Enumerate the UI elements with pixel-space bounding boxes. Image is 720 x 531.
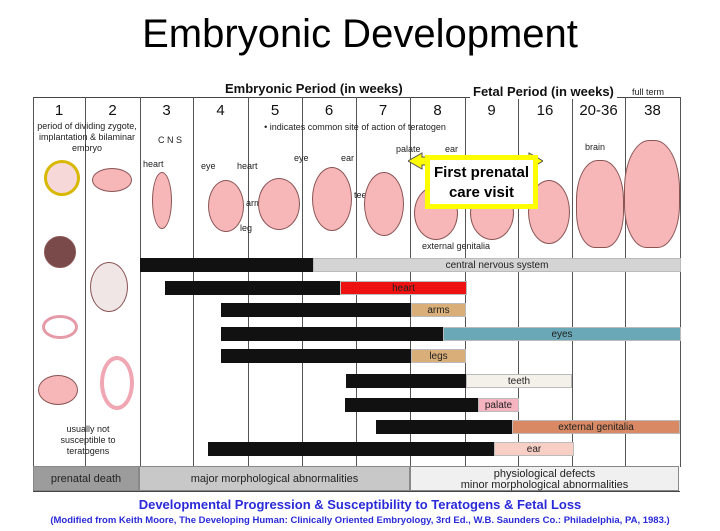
susceptibility-bar-external-genitalia: external genitalia <box>376 420 680 434</box>
week-label: 6 <box>324 102 334 119</box>
fetal-period-label: Fetal Period (in weeks) <box>470 84 617 99</box>
palate-label: palate <box>396 144 421 154</box>
embryonic-disc-illustration <box>100 356 134 410</box>
physiological-defects-band: physiological defects minor morphologica… <box>410 466 679 491</box>
column-divider <box>140 97 141 467</box>
susceptibility-bar-heart: heart <box>165 281 467 295</box>
first-prenatal-visit-callout: First prenatal care visit <box>425 155 538 209</box>
arms-label: arms <box>246 198 266 208</box>
week-label: 8 <box>433 102 442 119</box>
embryo-week-4 <box>208 180 244 232</box>
figure-caption: Developmental Progression & Susceptibili… <box>138 497 582 512</box>
cns-label: C N S <box>158 135 183 145</box>
week-label: 16 <box>536 102 554 119</box>
high-susceptibility-segment <box>221 327 443 341</box>
week-label: 9 <box>487 102 496 119</box>
dividing-note: period of dividing zygote, implantation … <box>37 121 137 153</box>
embryo-week-6 <box>312 167 352 231</box>
heart-label: heart <box>237 161 258 171</box>
susceptibility-bar-palate: palate <box>345 398 519 412</box>
implantation-illustration <box>42 315 78 339</box>
embryonic-period-label: Embryonic Period (in weeks) <box>222 81 406 96</box>
susceptibility-bar-eyes: eyes <box>221 327 681 341</box>
high-susceptibility-segment <box>346 374 466 388</box>
eye-label: eye <box>294 153 309 163</box>
high-susceptibility-segment <box>221 349 411 363</box>
not-susceptible-note: usually not susceptible to teratogens <box>60 424 116 456</box>
low-susceptibility-segment: legs <box>411 349 466 363</box>
fetus-week-38 <box>624 140 680 248</box>
susceptibility-bar-central-nervous-system: central nervous system <box>140 258 681 272</box>
fetus-week-20-36 <box>576 160 624 248</box>
column-divider <box>85 97 86 467</box>
week-label: 7 <box>378 102 388 119</box>
embryo-week-7 <box>364 172 404 236</box>
heart-label: heart <box>143 159 164 169</box>
high-susceptibility-segment <box>140 258 313 272</box>
embryo-week-3 <box>152 172 172 229</box>
low-susceptibility-segment: external genitalia <box>512 420 680 434</box>
bottom-line <box>33 491 680 492</box>
low-susceptibility-segment: heart <box>340 281 467 295</box>
embryo-week-5 <box>258 178 300 230</box>
morula-illustration <box>44 236 76 268</box>
column-divider <box>680 97 681 467</box>
susceptibility-bar-ear: ear <box>208 442 574 456</box>
low-susceptibility-segment: palate <box>478 398 519 412</box>
week-label: 1 <box>54 102 64 119</box>
week-label: 4 <box>216 102 225 119</box>
column-divider <box>572 97 573 467</box>
high-susceptibility-segment <box>345 398 478 412</box>
ear-label: ear <box>445 144 459 154</box>
figure-reference: (Modified from Keith Moore, The Developi… <box>50 515 670 526</box>
susceptibility-bar-legs: legs <box>221 349 466 363</box>
brain-label: brain <box>585 142 606 152</box>
blastocyst-illustration <box>90 262 128 312</box>
high-susceptibility-segment <box>208 442 494 456</box>
teratogen-site-note: • indicates common site of action of ter… <box>264 122 446 132</box>
zygote-illustration <box>44 160 80 196</box>
week-label: 2 <box>108 102 117 119</box>
column-divider <box>33 97 34 467</box>
external-genitalia-label: external genitalia <box>422 241 491 251</box>
susceptibility-bar-teeth: teeth <box>346 374 572 388</box>
prenatal-death-band: prenatal death <box>33 466 139 491</box>
high-susceptibility-segment <box>165 281 340 295</box>
low-susceptibility-segment: arms <box>411 303 466 317</box>
week-label: 5 <box>270 102 280 119</box>
high-susceptibility-segment <box>221 303 411 317</box>
slide-title: Embryonic Development <box>142 12 578 56</box>
ear-label: ear <box>341 153 355 163</box>
minor-abnormalities-label: minor morphological abnormalities <box>460 479 629 491</box>
low-susceptibility-segment: teeth <box>466 374 572 388</box>
column-divider <box>625 97 626 467</box>
column-divider <box>518 97 519 467</box>
physiological-defects-label: physiological defects <box>493 468 596 480</box>
week-label: 20-36 <box>579 102 618 119</box>
low-susceptibility-segment: central nervous system <box>313 258 681 272</box>
leg-label: leg <box>240 223 253 233</box>
bilaminar-illustration <box>38 375 78 405</box>
high-susceptibility-segment <box>376 420 512 434</box>
susceptibility-bar-arms: arms <box>221 303 466 317</box>
major-abnormalities-band: major morphological abnormalities <box>139 466 410 491</box>
week-label: 38 <box>644 102 661 119</box>
low-susceptibility-segment: ear <box>494 442 574 456</box>
eye-label: eye <box>201 161 216 171</box>
full-term-label: full term <box>632 87 665 97</box>
week-label: 3 <box>162 102 171 119</box>
bilaminar-disc-illustration <box>92 168 132 192</box>
low-susceptibility-segment: eyes <box>443 327 681 341</box>
